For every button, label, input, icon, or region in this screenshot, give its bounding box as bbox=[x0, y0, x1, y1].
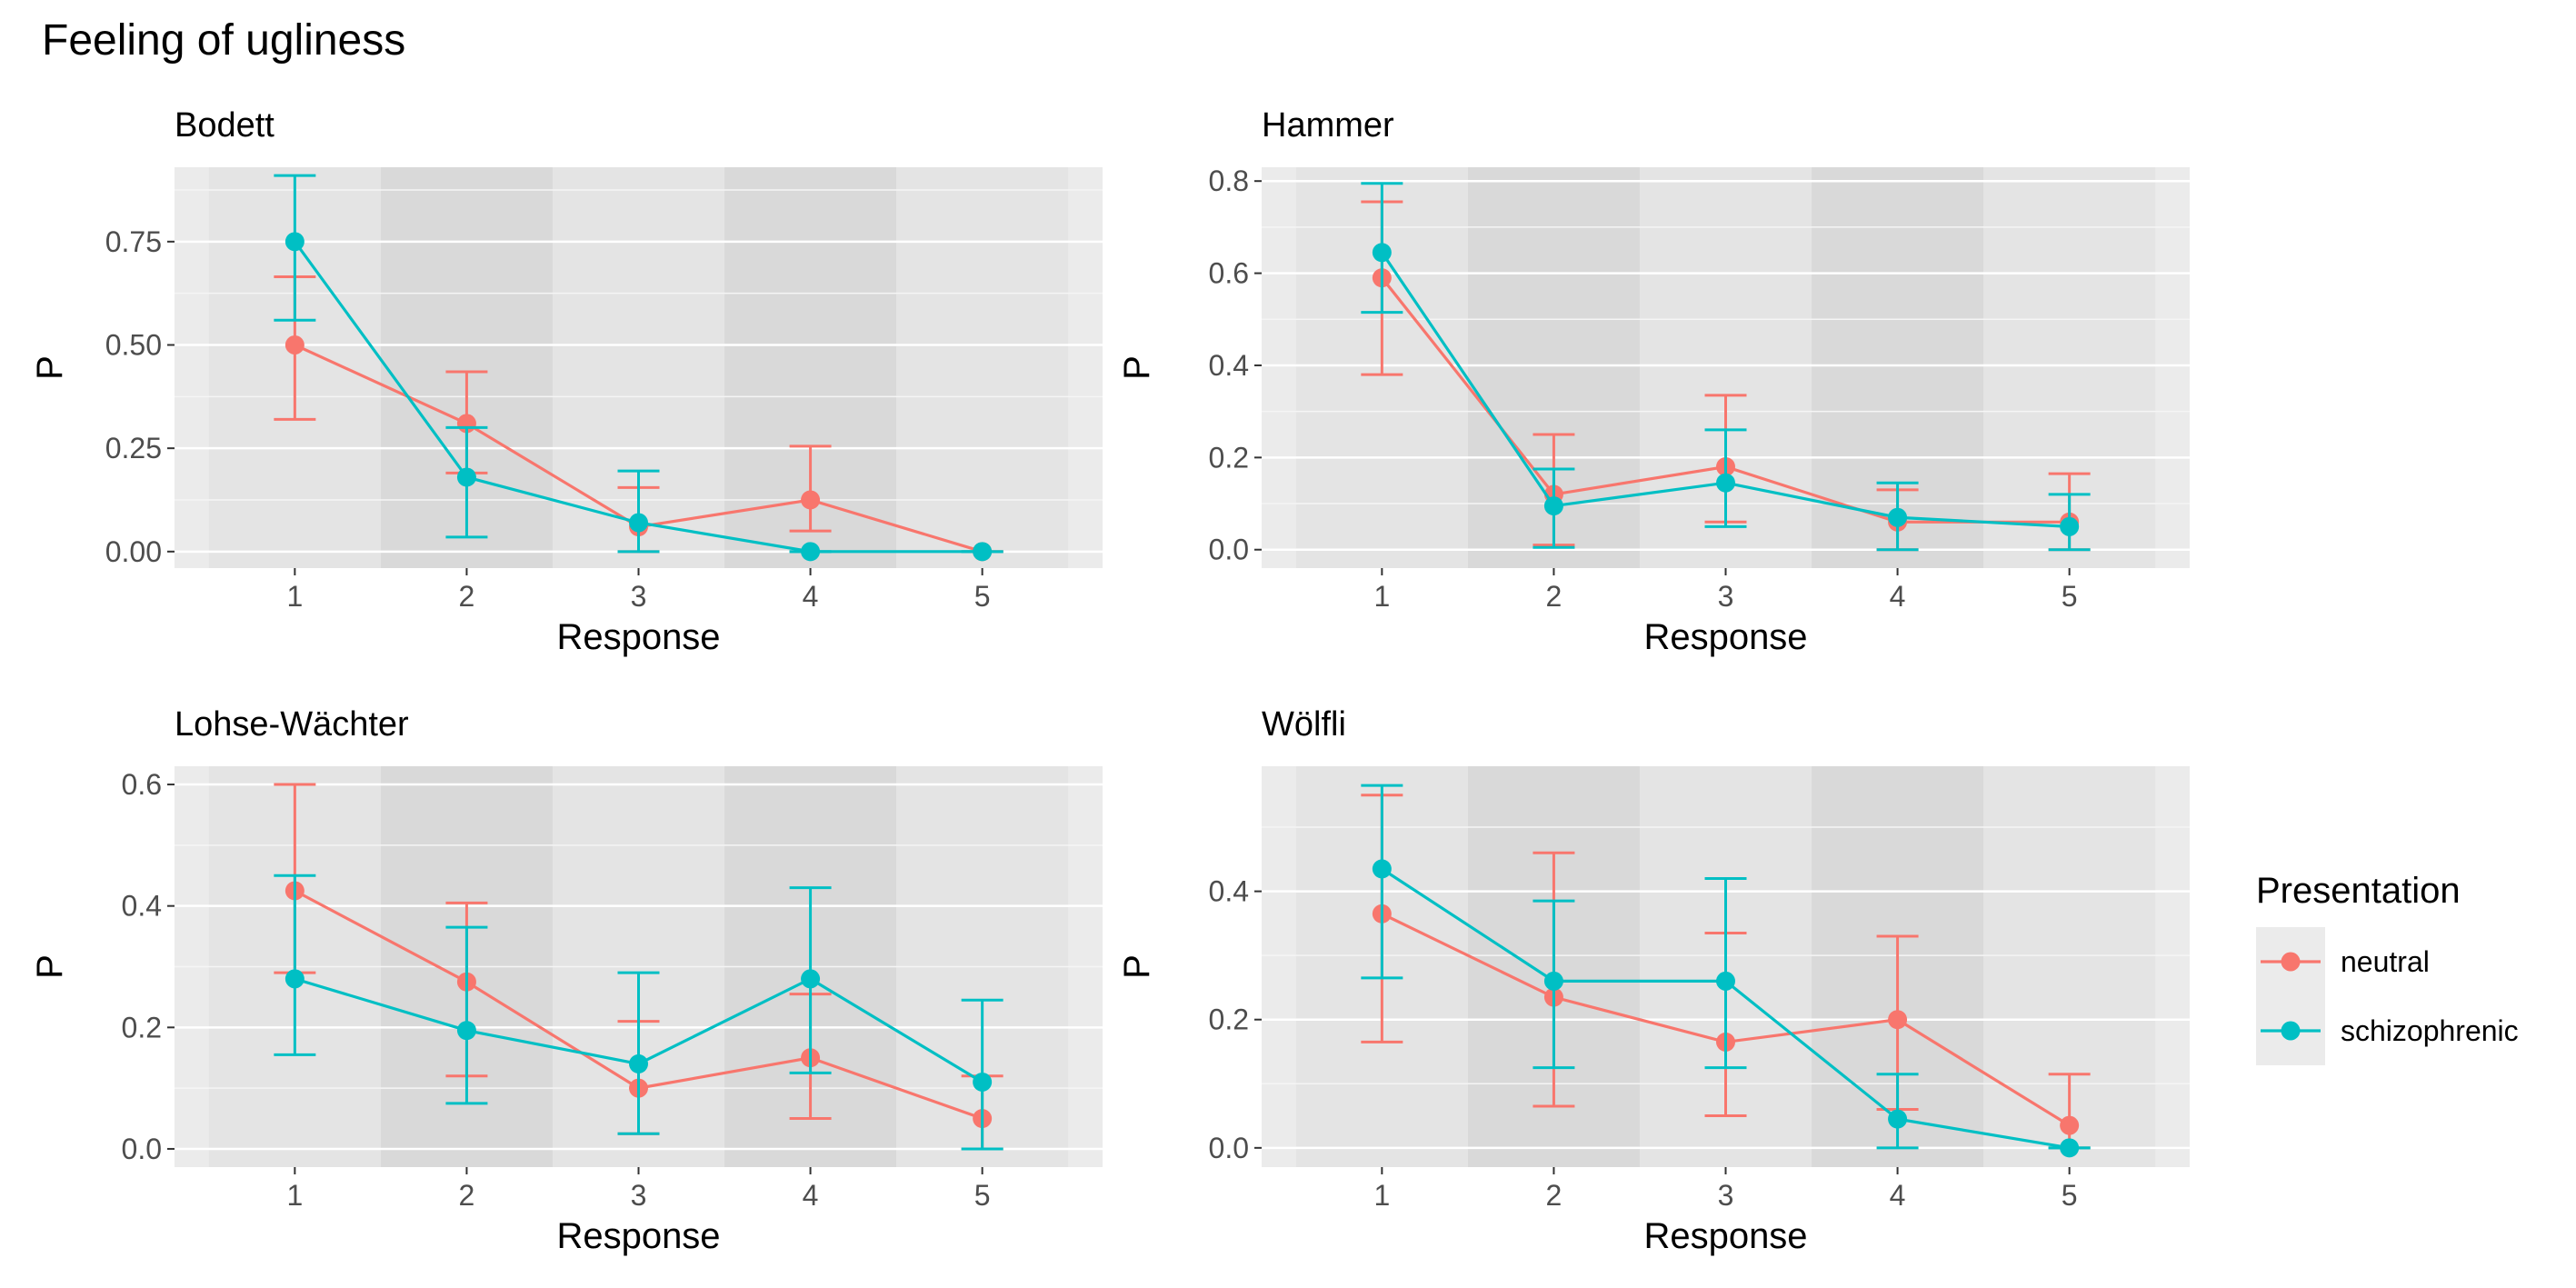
data-point bbox=[629, 1053, 648, 1073]
y-tick-label: 0.4 bbox=[1209, 875, 1249, 908]
x-tick-label: 4 bbox=[1890, 1179, 1906, 1212]
x-tick-label: 1 bbox=[286, 580, 303, 613]
data-point bbox=[801, 542, 821, 562]
data-point bbox=[1716, 473, 1735, 493]
y-tick-label: 0.6 bbox=[1209, 257, 1249, 290]
data-point bbox=[1888, 507, 1908, 527]
legend-label: neutral bbox=[2341, 945, 2430, 978]
panel-title: Hammer bbox=[1262, 106, 1394, 145]
data-point bbox=[456, 1021, 476, 1041]
data-point bbox=[2060, 516, 2080, 536]
y-tick-label: 0.2 bbox=[1209, 1003, 1249, 1036]
x-axis-title: Response bbox=[1643, 1216, 1807, 1256]
legend: Presentation neutral schizophrenic bbox=[2256, 871, 2519, 1065]
x-tick-label: 3 bbox=[1718, 1179, 1734, 1212]
data-point bbox=[1372, 243, 1392, 263]
data-point bbox=[456, 467, 476, 487]
y-axis-title: P bbox=[30, 954, 70, 979]
data-point bbox=[285, 969, 305, 989]
x-axis-title: Response bbox=[1643, 617, 1807, 657]
series-schizophrenic bbox=[1361, 784, 2091, 1158]
x-tick-label: 1 bbox=[286, 1179, 303, 1212]
data-point bbox=[1543, 971, 1563, 991]
legend-key-point bbox=[2281, 1021, 2301, 1041]
x-tick-label: 3 bbox=[631, 1179, 647, 1212]
data-point bbox=[1716, 971, 1735, 991]
panels: 0.000.250.500.751 2 3 4 5BodettResponseP0.00… bbox=[30, 106, 2190, 1256]
y-tick-label: 0.4 bbox=[1209, 349, 1249, 382]
x-axis-title: Response bbox=[556, 617, 720, 657]
y-tick-label: 0.75 bbox=[105, 225, 162, 258]
panel-title: Wölfli bbox=[1262, 705, 1346, 744]
data-point bbox=[973, 542, 993, 562]
data-point bbox=[1372, 859, 1392, 879]
data-point bbox=[1888, 1109, 1908, 1129]
data-point bbox=[973, 1072, 993, 1092]
panel-1: 0.00 0.25 0.50 0.75 1 2 3 4 5 Bodett Response P bbox=[30, 106, 1103, 657]
panel-4: 0.0 0.2 0.4 1 2 3 4 5 Wölfli Response P bbox=[1117, 705, 2190, 1256]
y-tick-label: 0.2 bbox=[1209, 441, 1249, 474]
x-tick-label: 5 bbox=[974, 1179, 991, 1212]
data-point bbox=[1888, 1010, 1908, 1030]
x-tick-label: 2 bbox=[1546, 580, 1563, 613]
series-schizophrenic bbox=[274, 874, 1003, 1151]
panel-3: 0.0 0.2 0.4 0.6 1 2 3 4 5 Lohse-Wächter Response P bbox=[30, 705, 1103, 1256]
data-point bbox=[285, 232, 305, 252]
data-point bbox=[1543, 496, 1563, 516]
y-tick-label: 0.50 bbox=[105, 328, 162, 361]
series-schizophrenic bbox=[274, 174, 1003, 562]
data-point bbox=[2060, 1138, 2080, 1158]
y-tick-label: 0.2 bbox=[122, 1011, 162, 1043]
x-tick-label: 5 bbox=[974, 580, 991, 613]
x-tick-label: 3 bbox=[631, 580, 647, 613]
y-tick-label: 0.8 bbox=[1209, 165, 1249, 197]
panel-title: Lohse-Wächter bbox=[175, 705, 409, 744]
legend-title: Presentation bbox=[2256, 871, 2461, 911]
y-tick-label: 0.25 bbox=[105, 432, 162, 464]
x-tick-label: 4 bbox=[803, 1179, 819, 1212]
y-tick-label: 0.4 bbox=[122, 890, 162, 923]
y-tick-label: 0.0 bbox=[1209, 534, 1249, 566]
x-tick-label: 1 bbox=[1373, 580, 1390, 613]
x-tick-label: 4 bbox=[803, 580, 819, 613]
legend-label: schizophrenic bbox=[2341, 1014, 2519, 1047]
data-point bbox=[801, 490, 821, 510]
y-tick-label: 0.0 bbox=[1209, 1132, 1249, 1164]
response-band bbox=[896, 167, 1069, 568]
x-tick-label: 5 bbox=[2062, 580, 2078, 613]
x-tick-label: 2 bbox=[459, 1179, 475, 1212]
x-tick-label: 2 bbox=[459, 580, 475, 613]
x-tick-label: 1 bbox=[1373, 1179, 1390, 1212]
y-tick-label: 0.6 bbox=[122, 768, 162, 801]
data-point bbox=[2060, 1115, 2080, 1135]
figure-title: Feeling of ugliness bbox=[42, 16, 405, 65]
panel-2: 0.0 0.2 0.4 0.6 0.8 1 2 3 4 5 Hammer Response P bbox=[1117, 106, 2190, 657]
panel-title: Bodett bbox=[175, 106, 275, 145]
y-axis-title: P bbox=[1117, 954, 1157, 979]
x-tick-label: 4 bbox=[1890, 580, 1906, 613]
data-point bbox=[629, 513, 648, 533]
y-tick-label: 0.0 bbox=[122, 1133, 162, 1165]
data-point bbox=[285, 334, 305, 354]
x-tick-label: 2 bbox=[1546, 1179, 1563, 1212]
y-tick-label: 0.00 bbox=[105, 535, 162, 568]
data-point bbox=[801, 969, 821, 989]
y-axis-title: P bbox=[1117, 355, 1157, 380]
y-axis-title: P bbox=[30, 355, 70, 380]
legend-key-point bbox=[2281, 952, 2301, 972]
x-tick-label: 3 bbox=[1718, 580, 1734, 613]
series-schizophrenic bbox=[1361, 182, 2091, 552]
x-axis-title: Response bbox=[556, 1216, 720, 1256]
x-tick-label: 5 bbox=[2062, 1179, 2078, 1212]
